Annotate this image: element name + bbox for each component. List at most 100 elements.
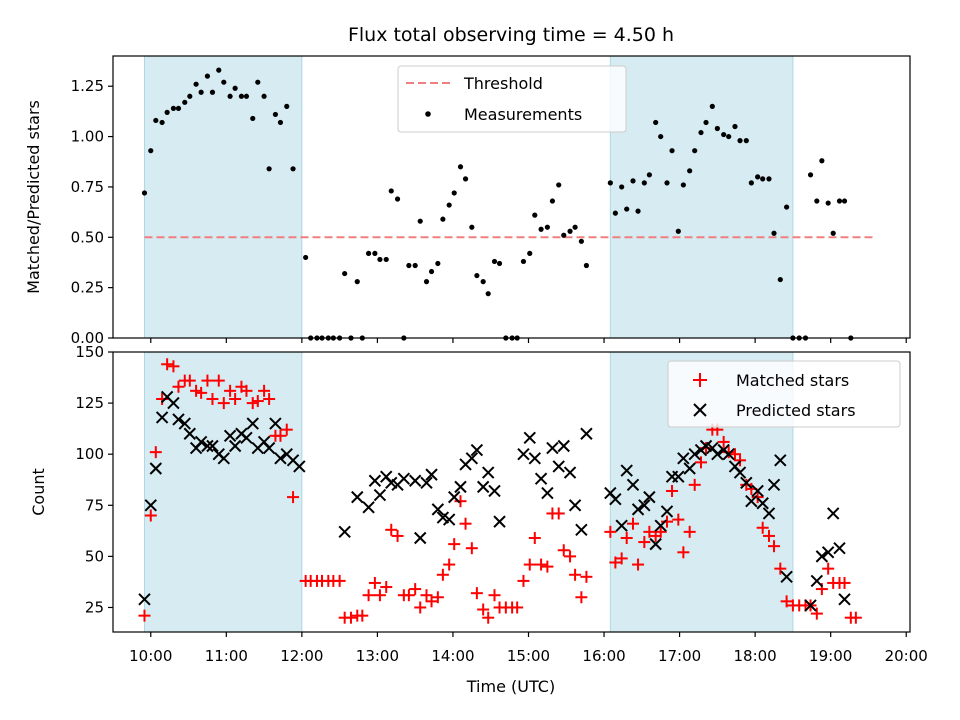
matched-star-point xyxy=(373,589,386,602)
measurement-point xyxy=(819,158,825,164)
bottom-legend-box xyxy=(667,360,901,428)
matched-star-point xyxy=(552,507,565,520)
matched-star-point xyxy=(229,393,242,406)
predicted-star-point xyxy=(740,476,753,490)
measurement-point xyxy=(480,279,486,285)
measurement-point xyxy=(303,254,309,261)
matched-star-point xyxy=(654,525,667,538)
measurement-point xyxy=(446,202,452,208)
matched-star-point xyxy=(564,550,577,563)
measurement-point xyxy=(527,250,533,256)
matched-star-point xyxy=(443,558,456,571)
measurement-point xyxy=(538,226,544,232)
matched-star-point xyxy=(149,446,162,459)
predicted-star-point xyxy=(722,447,735,461)
matched-star-point xyxy=(849,611,862,624)
predicted-star-point xyxy=(626,478,640,492)
matched-star-point xyxy=(627,517,640,530)
x-tick-label: 10:00 xyxy=(129,647,172,665)
measurement-point xyxy=(412,262,418,269)
predicted-star-point xyxy=(408,474,422,487)
measurement-point xyxy=(423,279,430,285)
shaded-interval-0 xyxy=(143,55,303,339)
predicted-star-point xyxy=(144,499,157,512)
predicted-star-point xyxy=(838,593,851,606)
measurement-point xyxy=(721,131,727,138)
matched-star-point xyxy=(201,374,214,387)
predicted-star-point xyxy=(476,480,490,494)
predicted-star-point xyxy=(262,441,276,455)
measurement-point xyxy=(777,276,783,283)
measurement-point xyxy=(675,228,681,234)
matched-star-point xyxy=(263,393,276,406)
predicted-star-point xyxy=(420,476,433,490)
matched-star-point xyxy=(604,525,617,538)
matched-star-point xyxy=(172,380,185,393)
legend-measurements-swatch xyxy=(425,111,431,117)
measurement-point xyxy=(417,218,423,224)
measurement-point xyxy=(544,224,550,230)
measurement-point xyxy=(485,291,491,297)
measurement-point xyxy=(227,93,233,99)
predicted-star-point xyxy=(762,507,776,520)
predicted-star-point xyxy=(228,439,242,453)
predicted-star-point xyxy=(178,417,191,430)
matched-star-point xyxy=(409,583,422,596)
matched-star-point xyxy=(402,589,415,602)
chart-title: Flux total observing time = 4.50 h xyxy=(348,24,674,46)
y-tick-label: 0.50 xyxy=(71,228,104,246)
predicted-star-point xyxy=(780,570,793,584)
measurement-point xyxy=(612,210,618,216)
measurement-point xyxy=(182,99,188,105)
matched-star-point xyxy=(362,589,375,602)
matched-star-point xyxy=(482,611,495,624)
measurement-point xyxy=(692,148,698,154)
measurement-point xyxy=(658,133,664,140)
matched-star-point xyxy=(385,523,398,536)
matched-star-point xyxy=(144,509,157,522)
y-tick-label: 0.00 xyxy=(71,329,104,347)
matched-star-point xyxy=(459,517,472,530)
predicted-star-point xyxy=(733,466,747,479)
matched-star-point xyxy=(751,491,764,504)
top-axes-frame xyxy=(112,55,911,339)
measurement-point xyxy=(680,182,686,188)
measurement-point xyxy=(272,111,279,118)
count-panel: 25 50 75 100 125 150 10:00 11:00 12:00 13:00 14:0… xyxy=(29,343,928,696)
x-tick-label: 15:00 xyxy=(507,647,550,665)
predicted-star-point xyxy=(338,525,351,539)
measurement-point xyxy=(836,198,843,204)
measurement-point xyxy=(266,166,272,172)
measurement-point xyxy=(141,190,148,196)
measurement-point xyxy=(743,138,749,144)
matched-star-point xyxy=(660,515,673,528)
measurement-point xyxy=(216,67,222,73)
measurement-point xyxy=(732,123,738,130)
predicted-star-point xyxy=(481,466,495,479)
measurement-point xyxy=(250,115,256,122)
top-legend: Threshold Measurements xyxy=(397,65,627,133)
measurement-point xyxy=(825,200,831,206)
predicted-star-point xyxy=(711,447,724,461)
matched-star-point xyxy=(431,591,444,604)
legend-matched-swatch xyxy=(693,373,707,387)
predicted-star-point xyxy=(677,452,690,465)
y-tick-label: 75 xyxy=(85,496,104,514)
x-tick-label: 13:00 xyxy=(356,647,399,665)
measurement-point xyxy=(255,79,261,85)
measurement-point xyxy=(572,224,578,230)
measurement-point xyxy=(737,138,743,144)
predicted-star-point xyxy=(620,464,633,477)
matched-star-point xyxy=(368,576,381,589)
count-points xyxy=(138,358,862,624)
matched-star-point xyxy=(666,484,679,497)
legend-predicted-label: Predicted stars xyxy=(736,401,856,420)
measurement-point xyxy=(607,180,613,186)
x-axis-label: Time (UTC) xyxy=(466,677,555,696)
matched-star-point xyxy=(287,491,300,504)
x-tick-label: 19:00 xyxy=(809,647,852,665)
measurement-point xyxy=(394,196,401,202)
predicted-star-point xyxy=(528,452,542,465)
predicted-star-point xyxy=(172,413,185,426)
